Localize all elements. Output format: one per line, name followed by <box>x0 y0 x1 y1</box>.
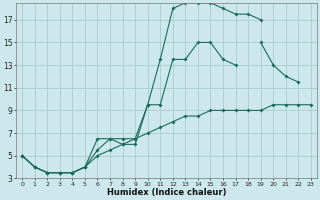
X-axis label: Humidex (Indice chaleur): Humidex (Indice chaleur) <box>107 188 226 197</box>
